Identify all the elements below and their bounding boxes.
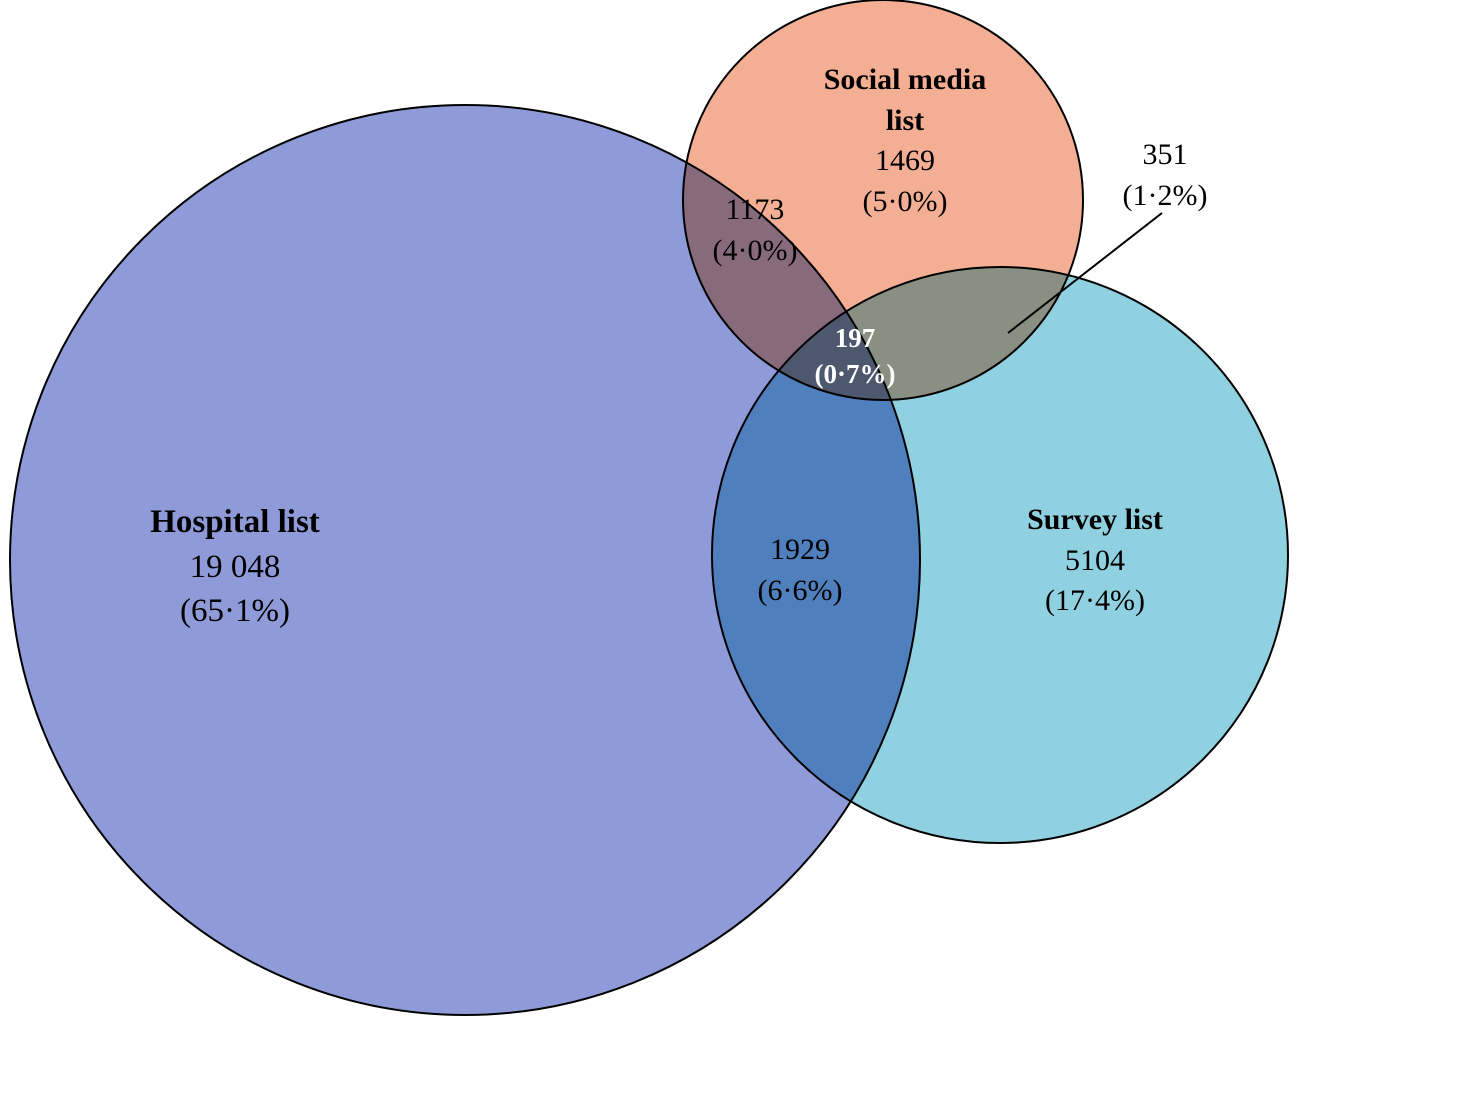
label-pct: (1·2%)	[965, 176, 1365, 217]
label-value: 19 048	[35, 545, 435, 590]
label-pct: (0·7%)	[655, 356, 1055, 392]
label-hospital-survey: 1929 (6·6%)	[600, 530, 1000, 611]
label-value: 1929	[600, 530, 1000, 571]
venn-diagram: Hospital list 19 048 (65·1%) Social medi…	[0, 0, 1475, 1100]
label-title: Hospital list	[35, 500, 435, 545]
label-hospital-only: Hospital list 19 048 (65·1%)	[35, 500, 435, 634]
label-value: 351	[965, 135, 1365, 176]
label-all-three: 197 (0·7%)	[655, 320, 1055, 393]
label-value: 197	[655, 320, 1055, 356]
label-value: 1173	[555, 190, 955, 231]
label-pct: (65·1%)	[35, 589, 435, 634]
label-hospital-social: 1173 (4·0%)	[555, 190, 955, 271]
label-pct: (4·0%)	[555, 231, 955, 272]
label-pct: (6·6%)	[600, 571, 1000, 612]
label-social-survey: 351 (1·2%)	[965, 135, 1365, 216]
label-title-line1: Social media	[705, 60, 1105, 101]
